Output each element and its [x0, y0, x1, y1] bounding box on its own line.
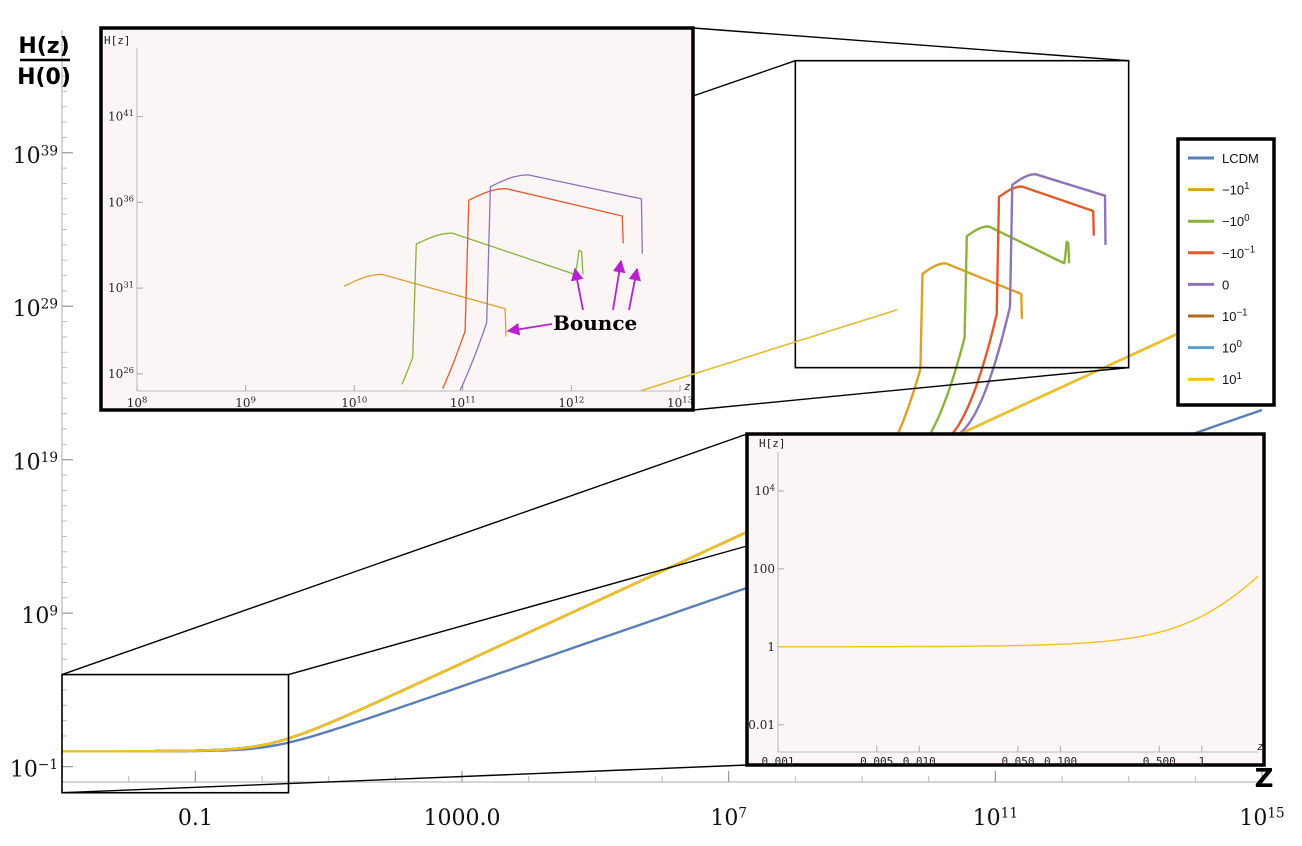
inset-low-ticks: 0.001 0.005 0.010 0.050 0.100 0.500 1 0.01 1 100 1… [748, 482, 1205, 768]
zoom-connector [61, 764, 748, 794]
legend-label: 100 [1222, 339, 1242, 355]
legend-items: LCDM −101 −100 −10−1 0 10−1 100 101 [1188, 151, 1259, 387]
x-tick-label: 0.1 [178, 806, 213, 831]
bounce-arrow-1 [506, 322, 553, 336]
inset-high-series-line [343, 273, 507, 337]
inset-low-x-tick-label: 0.001 [761, 755, 794, 768]
zoom-connector [61, 433, 748, 676]
legend-label: 0 [1222, 277, 1229, 292]
inset-high-series-line [641, 309, 898, 392]
inset-high-z: H[z] z 108 109 1010 1011 1012 1013 1026 1031 103… [99, 26, 898, 412]
inset-high-series-line [459, 174, 643, 391]
inset-high-curves [343, 174, 898, 392]
zoom-connector [288, 545, 748, 676]
inset-low-x-tick-label: 0.005 [860, 755, 893, 768]
legend-label: LCDM [1222, 151, 1259, 166]
y-axis-title: H(z) H(0) [17, 34, 71, 90]
main-series-line [62, 293, 1263, 753]
inset-high-y-tick-label: 1036 [108, 194, 134, 210]
legend-label: −100 [1222, 213, 1250, 229]
y-tick-label: 1039 [13, 143, 58, 169]
inset-high-series-line [442, 187, 624, 389]
y-label-denominator: H(0) [17, 65, 71, 90]
y-tick-label: 109 [21, 604, 58, 630]
legend-label: 10−1 [1222, 308, 1248, 324]
x-tick-label: 1015 [1239, 805, 1284, 831]
inset-low-xlabel: z [1257, 740, 1264, 753]
legend: LCDM −101 −100 −10−1 0 10−1 100 101 [1176, 137, 1276, 407]
inset-low-x-tick-label: 0.500 [1143, 755, 1176, 768]
zoom-box-high-z [794, 59, 1130, 369]
x-tick-label: 107 [710, 805, 747, 831]
y-tick-label: 1029 [13, 297, 58, 323]
zoom-guides [61, 27, 1130, 794]
inset-high-ticks: 108 109 1010 1011 1012 1013 1026 1031 1036 1041 [108, 108, 693, 410]
inset-high-series-line [401, 232, 584, 385]
inset-low-ylabel: H[z] [759, 437, 786, 450]
y-tick-label: 10−1 [10, 757, 58, 783]
legend-frame [1176, 137, 1276, 407]
inset-high-frame [99, 26, 695, 412]
inset-low-y-tick-label: 1 [767, 640, 775, 654]
bounce-arrow-3 [612, 259, 626, 311]
inset-low-frame [745, 432, 1266, 767]
inset-high-x-tick-label: 1011 [450, 394, 476, 410]
x-tick-label: 1000.0 [424, 806, 501, 831]
inset-low-x-tick-label: 1 [1198, 755, 1205, 768]
inset-low-series-line [778, 575, 1259, 648]
inset-high-x-tick-label: 109 [235, 394, 256, 410]
bounce-arrow-2 [570, 267, 584, 311]
y-label-numerator: H(z) [18, 34, 69, 59]
inset-low-curves [778, 575, 1259, 648]
inset-high-x-tick-label: 1010 [341, 394, 367, 410]
inset-low-z: H[z] z 0.001 0.005 0.010 0.050 0.100 0.500 10.… [745, 432, 1266, 768]
inset-high-x-tick-label: 1013 [667, 394, 693, 410]
x-axis-title: Z [1255, 764, 1274, 794]
inset-low-y-tick-label: 100 [752, 562, 775, 576]
inset-low-y-tick-label: 0.01 [748, 718, 775, 732]
bounce-label: Bounce [553, 311, 637, 335]
zoom-connector [692, 60, 796, 97]
inset-low-x-tick-label: 0.010 [903, 755, 936, 768]
inset-high-y-tick-label: 1031 [108, 279, 134, 295]
legend-label: −101 [1222, 181, 1250, 197]
zoom-connector [692, 366, 1129, 411]
inset-high-ylabel: H[z] [104, 34, 131, 47]
zoom-box-low-z [61, 673, 290, 794]
inset-low-x-tick-label: 0.050 [1001, 755, 1034, 768]
y-tick-label: 1019 [13, 450, 58, 476]
zoom-connector [692, 27, 1129, 62]
inset-low-y-tick-label: 104 [754, 482, 775, 498]
inset-high-y-tick-label: 1026 [108, 365, 134, 381]
x-tick-label: 1011 [973, 805, 1018, 831]
inset-low-x-tick-label: 0.100 [1044, 755, 1077, 768]
legend-label: −10−1 [1222, 244, 1255, 260]
inset-high-y-tick-label: 1041 [108, 108, 134, 124]
bounce-arrow-4 [628, 267, 642, 311]
inset-high-x-tick-label: 108 [127, 394, 148, 410]
legend-label: 101 [1222, 371, 1242, 387]
inset-high-xlabel: z [684, 380, 691, 393]
bounce-annotation: Bounce [506, 259, 642, 336]
inset-high-x-tick-label: 1012 [558, 394, 584, 410]
